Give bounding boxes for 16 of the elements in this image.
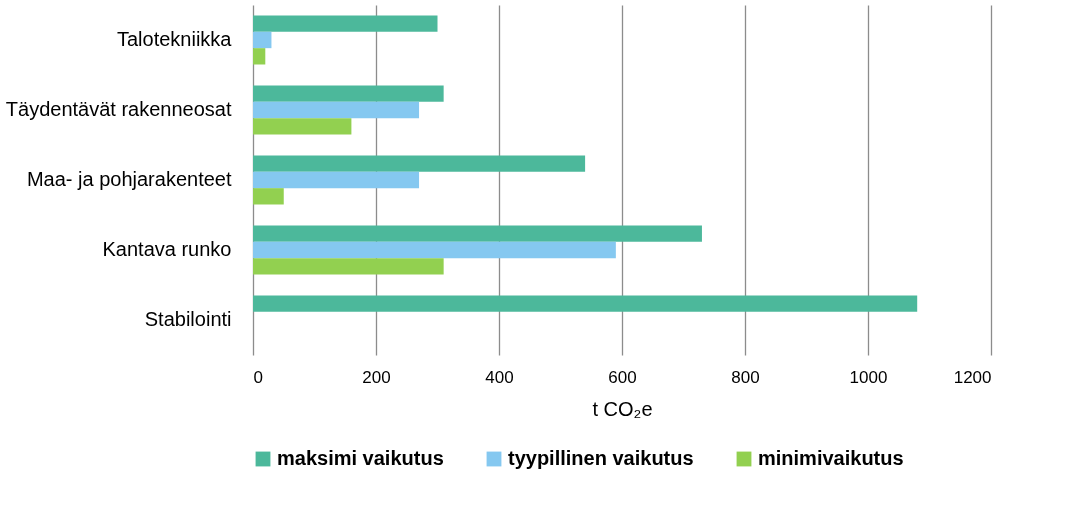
x-tick-label: 1200 — [953, 367, 992, 387]
legend-label: minimivaikutus — [758, 447, 904, 469]
y-tick-label: Maa- ja pohjarakenteet — [26, 168, 232, 190]
legend-label: tyypillinen vaikutus — [508, 447, 694, 469]
legend-label: maksimi vaikutus — [277, 447, 444, 469]
x-tick-label: 400 — [485, 367, 514, 387]
x-tick-label: 0 — [253, 367, 263, 387]
x-tick-label: 1000 — [849, 367, 888, 387]
x-tick-label: 600 — [608, 367, 637, 387]
x-tick-label: 200 — [362, 367, 391, 387]
y-tick-label: Kantava runko — [102, 238, 232, 260]
y-tick-label: Stabilointi — [144, 308, 232, 330]
x-tick-label: 800 — [731, 367, 760, 387]
x-axis-title: t CO₂e — [592, 397, 653, 420]
y-tick-label: Talotekniikka — [116, 28, 233, 50]
y-tick-label: Täydentävät rakenneosat — [5, 98, 232, 120]
